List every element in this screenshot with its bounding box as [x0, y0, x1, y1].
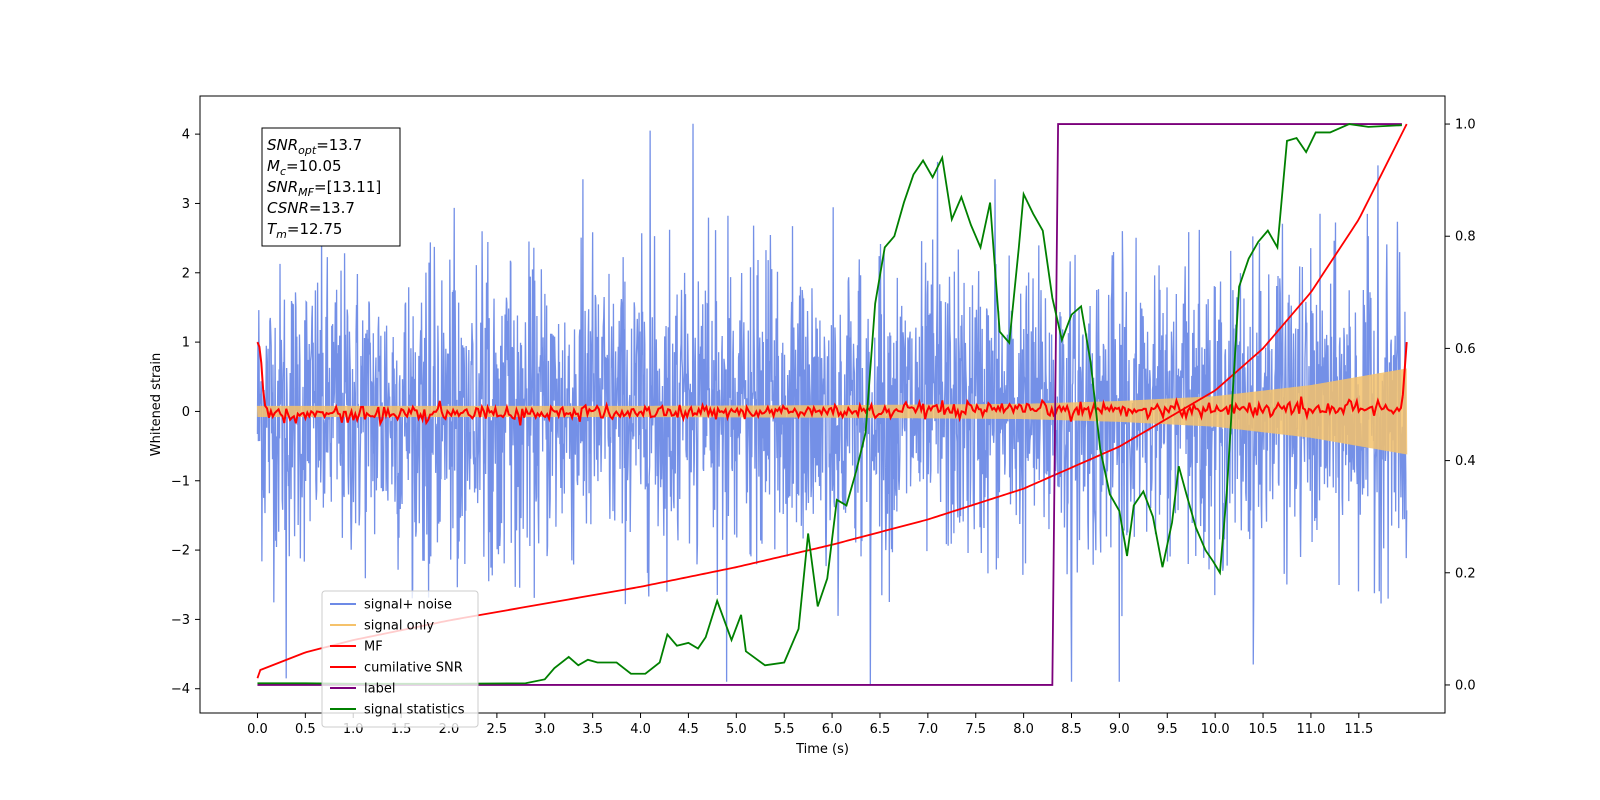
info-subscript: MF [298, 186, 314, 199]
info-symbol: M [267, 157, 280, 175]
x-tick-label: 9.5 [1157, 722, 1178, 737]
x-tick-label: 7.0 [918, 722, 939, 737]
x-tick-label: 9.0 [1109, 722, 1130, 737]
info-subscript: m [276, 228, 287, 241]
info-line: SNRopt=13.7 [267, 136, 362, 157]
x-tick-label: 6.5 [870, 722, 891, 737]
y2-tick-label: 1.0 [1455, 118, 1476, 133]
info-line: Mc=10.05 [267, 157, 342, 178]
legend-label: signal statistics [364, 703, 465, 718]
info-symbol: SNR [267, 178, 298, 196]
y-tick-label: 1 [182, 336, 190, 351]
info-subscript: opt [298, 144, 317, 157]
x-tick-label: 0.5 [295, 722, 316, 737]
y2-tick-label: 0.2 [1455, 566, 1476, 581]
legend-label: signal only [364, 619, 434, 634]
info-value: =13.7 [316, 136, 362, 154]
info-symbol: SNR [267, 136, 298, 154]
y2-tick-label: 0.6 [1455, 342, 1476, 357]
info-box-frame [261, 127, 401, 247]
x-tick-label: 8.5 [1061, 722, 1082, 737]
x-tick-label: 10.0 [1201, 722, 1230, 737]
x-tick-label: 6.0 [822, 722, 843, 737]
x-tick-label: 5.0 [726, 722, 747, 737]
info-value: =12.75 [287, 220, 343, 238]
x-tick-label: 2.5 [487, 722, 508, 737]
info-box: SNRopt=13.7Mc=10.05SNRMF=[13.11]CSNR=13.… [261, 127, 401, 247]
info-value: =10.05 [286, 157, 342, 175]
y-tick-label: −2 [171, 544, 190, 559]
y-tick-label: 3 [182, 197, 190, 212]
x-tick-label: 10.5 [1249, 722, 1278, 737]
legend-label: MF [364, 640, 383, 655]
legend-box [321, 590, 479, 728]
info-subscript: c [280, 165, 286, 178]
series-label [257, 123, 1402, 686]
y2-tick-label: 0.8 [1455, 230, 1476, 245]
y-axis-label: Whitened strain [149, 353, 164, 456]
x-tick-label: 4.0 [630, 722, 651, 737]
info-symbol: T [267, 220, 278, 238]
info-line: SNRMF=[13.11] [267, 178, 381, 199]
x-tick-label: 8.0 [1013, 722, 1034, 737]
legend-label: cumilative SNR [364, 661, 463, 676]
series-signal-statistics [257, 123, 1402, 685]
info-symbol: CSNR [267, 199, 309, 217]
x-axis-label: Time (s) [795, 742, 849, 757]
info-line: Tm=12.75 [267, 220, 342, 241]
x-tick-label: 7.5 [965, 722, 986, 737]
x-tick-label: 3.0 [534, 722, 555, 737]
info-value: =[13.11] [314, 178, 381, 196]
legend: signal+ noise signal only MF cumilative SNR… [321, 590, 479, 728]
x-tick-label: 11.5 [1344, 722, 1373, 737]
series-signal-noise [256, 123, 1408, 686]
x-tick-label: 11.0 [1296, 722, 1325, 737]
y-tick-label: −4 [171, 682, 190, 697]
x-tick-label: 4.5 [678, 722, 699, 737]
y-tick-label: 2 [182, 266, 190, 281]
info-value: =13.7 [309, 199, 355, 217]
x-tick-label: 0.0 [247, 722, 268, 737]
x-tick-label: 5.5 [774, 722, 795, 737]
plot-frame [199, 95, 1446, 714]
series-mf [256, 341, 1408, 427]
legend-label: label [364, 682, 395, 697]
info-line: CSNR=13.7 [267, 199, 355, 217]
legend-label: signal+ noise [364, 598, 452, 613]
y-tick-label: 0 [182, 405, 190, 420]
y2-tick-label: 0.4 [1455, 454, 1476, 469]
x-tick-label: 3.5 [582, 722, 603, 737]
y-tick-label: −3 [171, 613, 190, 628]
y2-tick-label: 0.0 [1455, 678, 1476, 693]
y-tick-label: 4 [182, 128, 190, 143]
y-tick-label: −1 [171, 474, 190, 489]
